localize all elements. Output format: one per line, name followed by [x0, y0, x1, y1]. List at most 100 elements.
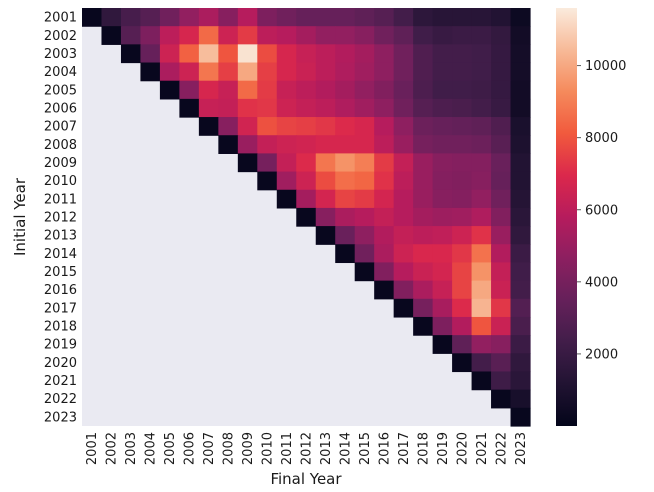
heatmap-cell — [257, 8, 278, 27]
heatmap-cell — [120, 8, 142, 27]
heatmap-cell — [491, 280, 512, 300]
heatmap-cell — [510, 117, 531, 136]
heatmap-cell — [335, 80, 356, 100]
heatmap-cell — [471, 335, 492, 354]
heatmap-cell — [159, 44, 180, 64]
y-tick-label: 2021 — [44, 374, 77, 389]
heatmap-cell — [510, 80, 531, 100]
heatmap-cell — [510, 298, 531, 318]
heatmap-cell — [276, 153, 297, 173]
heatmap-cell — [276, 171, 297, 191]
heatmap-cell — [101, 8, 122, 27]
heatmap-cell — [432, 98, 453, 118]
heatmap-cell — [432, 44, 453, 64]
heatmap-cell — [354, 80, 375, 100]
heatmap-cell — [413, 80, 434, 100]
heatmap-cell — [374, 153, 395, 173]
x-tick-label: 2011 — [280, 432, 295, 465]
heatmap-cell — [354, 8, 375, 27]
heatmap-cell — [452, 280, 473, 300]
heatmap-cell — [179, 8, 200, 27]
heatmap-cell — [510, 171, 531, 191]
y-tick-label: 2008 — [44, 138, 77, 153]
heatmap-cell — [393, 262, 414, 282]
heatmap-cell — [393, 117, 414, 136]
heatmap-cell — [432, 207, 453, 227]
heatmap-cell — [452, 8, 473, 27]
heatmap-cell — [374, 262, 395, 282]
heatmap-cell — [198, 26, 219, 45]
heatmap-cell — [276, 189, 297, 209]
x-tick-label: 2007 — [202, 432, 217, 465]
heatmap-cell — [335, 189, 356, 209]
heatmap-cell — [471, 371, 492, 391]
heatmap-cell — [296, 62, 317, 82]
heatmap-cell — [315, 207, 336, 227]
heatmap-cell — [413, 98, 434, 118]
x-tick-label: 2003 — [124, 432, 139, 465]
heatmap-cell — [413, 244, 434, 264]
heatmap-cell — [374, 280, 395, 300]
heatmap-cell — [218, 8, 239, 27]
heatmap-cell — [354, 26, 375, 45]
heatmap-cell — [218, 135, 239, 154]
x-tick-label: 2005 — [163, 432, 178, 465]
heatmap-cell — [471, 117, 492, 136]
heatmap-cell — [471, 189, 492, 209]
heatmap-cell — [510, 8, 531, 27]
heatmap-cell — [335, 135, 356, 154]
heatmap-cell — [354, 189, 375, 209]
x-tick-label: 2004 — [144, 432, 159, 465]
colorbar-tick-label: 10000 — [585, 59, 626, 74]
heatmap-cell — [510, 280, 531, 300]
heatmap-cell — [374, 189, 395, 209]
heatmap-cell — [471, 8, 492, 27]
heatmap-cell — [393, 98, 414, 118]
heatmap-cell — [257, 153, 278, 173]
heatmap-cell — [237, 80, 258, 100]
y-tick-labels: 2001 2002 2003 2004 2005 2006 2007 2008 2009 2010… — [44, 11, 77, 426]
heatmap-cell — [315, 62, 336, 82]
heatmap-cell — [140, 62, 161, 82]
heatmap-cell — [354, 117, 375, 136]
heatmap-cell — [510, 335, 531, 354]
heatmap-cell — [276, 98, 297, 118]
y-tick-label: 2009 — [44, 156, 77, 171]
heatmap-cell — [432, 135, 453, 154]
heatmap-cell — [354, 207, 375, 227]
heatmap-cell — [452, 44, 473, 64]
heatmap-cell — [335, 62, 356, 82]
heatmap-cell — [335, 153, 356, 173]
heatmap-cell — [374, 207, 395, 227]
heatmap-cell — [510, 26, 531, 45]
heatmap-cell — [179, 80, 200, 100]
heatmap-cell — [413, 207, 434, 227]
heatmap-cell — [471, 280, 492, 300]
heatmap-cell — [510, 153, 531, 173]
heatmap-cell — [296, 189, 317, 209]
heatmap-cell — [374, 62, 395, 82]
heatmap-cell — [471, 171, 492, 191]
heatmap-cell — [471, 44, 492, 64]
heatmap-cell — [218, 98, 239, 118]
heatmap-cell — [432, 335, 453, 354]
x-tick-label: 2021 — [475, 432, 490, 465]
heatmap-cell — [276, 44, 297, 64]
heatmap-cell — [432, 316, 453, 336]
heatmap-cell — [335, 26, 356, 45]
heatmap-cell — [471, 316, 492, 336]
heatmap-cell — [510, 135, 531, 154]
heatmap-cell — [218, 44, 239, 64]
y-tick-label: 2006 — [44, 101, 77, 116]
heatmap-cell — [237, 153, 258, 173]
heatmap-cell — [491, 244, 512, 264]
heatmap-cell — [393, 153, 414, 173]
x-tick-label: 2022 — [494, 432, 509, 465]
heatmap-cell — [374, 98, 395, 118]
x-tick-label: 2012 — [300, 432, 315, 465]
heatmap-cell — [374, 226, 395, 245]
heatmap-cell — [315, 189, 336, 209]
heatmap-cell — [237, 135, 258, 154]
heatmap-cell — [491, 389, 512, 409]
